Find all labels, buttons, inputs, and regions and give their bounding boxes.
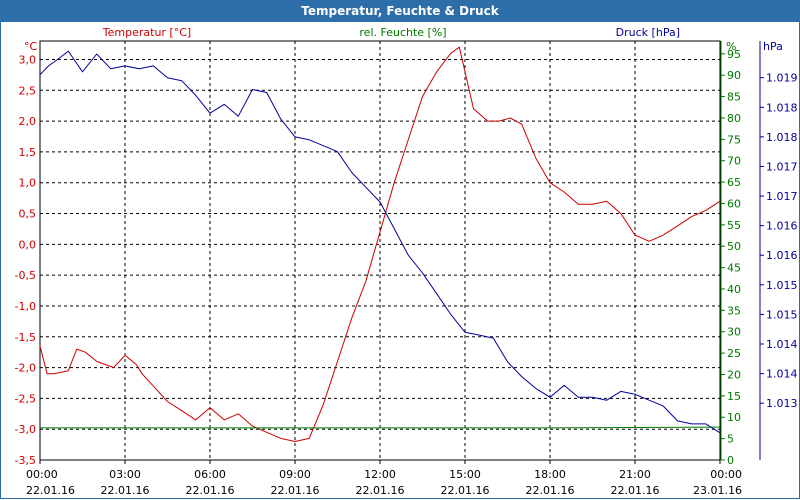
x-tick-time: 15:00 [449,468,481,481]
pressure-tick-label: 1.016 [766,249,798,262]
x-tick-time: 00:00 [26,468,58,481]
pressure-tick-label: 1.014 [766,368,798,381]
x-tick-time: 09:00 [279,468,311,481]
humidity-tick-label: 85 [727,91,741,104]
humidity-tick-label: 25 [727,347,741,360]
temperature-tick-label: 1,0 [19,177,37,190]
temperature-tick-label: 2,0 [19,115,37,128]
x-tick-time: 06:00 [194,468,226,481]
temperature-tick-label: -3,0 [15,423,36,436]
x-tick-date: 22.01.16 [26,484,75,497]
humidity-tick-label: 65 [727,176,741,189]
grid [40,41,720,460]
temperature-axis-label: Temperatur [°C] [102,26,191,39]
pressure-tick-label: 1.017 [766,160,798,173]
pressure-tick-label: 1.016 [766,220,798,233]
x-tick-date: 22.01.16 [441,484,490,497]
pressure-tick-label: 1.018 [766,101,798,114]
x-tick-time: 03:00 [109,468,141,481]
x-tick-date: 22.01.16 [356,484,405,497]
x-axis: 00:00 22.01.16 03:00 22.01.16 06:00 22.01.16 0… [26,460,742,497]
humidity-tick-label: 15 [727,390,741,403]
temperature-tick-label: -2,5 [15,392,36,405]
humidity-tick-label: 95 [727,48,741,61]
humidity-tick-label: 70 [727,155,741,168]
temperature-axis: 3,0 2,5 2,0 1,5 1,0 0,5 0,0 -0,5 -1,0 -1,5 -2,0 -2,… [15,53,36,467]
window-title: Temperatur, Feuchte & Druck [0,0,800,22]
x-tick-time: 00:00 [710,468,742,481]
x-tick-date: 22.01.16 [186,484,235,497]
humidity-tick-label: 30 [727,326,741,339]
humidity-axis-label: rel. Feuchte [%] [359,26,446,39]
humidity-tick-label: 55 [727,219,741,232]
pressure-axis: 1.019 1.018 1.018 1.017 1.017 1.016 1.016 1.015… [759,41,798,460]
humidity-tick-label: 90 [727,69,741,82]
temperature-tick-label: 0,5 [19,208,37,221]
humidity-tick-label: 75 [727,133,741,146]
x-tick-date: 22.01.16 [611,484,660,497]
pressure-tick-label: 1.013 [766,397,798,410]
temperature-tick-label: -3,5 [15,454,36,467]
x-tick-time: 12:00 [364,468,396,481]
x-tick-date: 22.01.16 [271,484,320,497]
temperature-tick-label: -0,5 [15,269,36,282]
pressure-tick-label: 1.015 [766,279,798,292]
humidity-tick-label: 50 [727,240,741,253]
x-tick-date: 22.01.16 [101,484,150,497]
temperature-tick-label: 0,0 [19,238,37,251]
humidity-line [40,426,721,429]
pressure-unit: hPa [763,40,783,53]
humidity-tick-label: 5 [727,433,734,446]
humidity-tick-label: 45 [727,262,741,275]
pressure-tick-label: 1.018 [766,131,798,144]
temperature-line [39,46,721,442]
temperature-tick-label: 2,5 [19,84,37,97]
humidity-tick-label: 80 [727,112,741,125]
temperature-tick-label: 1,5 [19,146,37,159]
temperature-tick-label: -1,5 [15,331,36,344]
pressure-tick-label: 1.017 [766,190,798,203]
humidity-tick-label: 10 [727,411,741,424]
temperature-unit: °C [24,40,38,53]
humidity-tick-label: 20 [727,368,741,381]
pressure-tick-label: 1.015 [766,308,798,321]
humidity-tick-label: 40 [727,283,741,296]
x-tick-date: 22.01.16 [526,484,575,497]
humidity-tick-label: 60 [727,197,741,210]
x-tick-time: 18:00 [534,468,566,481]
temperature-tick-label: -1,0 [15,300,36,313]
pressure-axis-label: Druck [hPa] [616,26,680,39]
x-tick-time: 21:00 [619,468,651,481]
humidity-tick-label: 0 [727,454,734,467]
humidity-unit: % [726,40,736,53]
temperature-tick-label: -2,0 [15,362,36,375]
temperature-tick-label: 3,0 [19,53,37,66]
pressure-tick-label: 1.014 [766,338,798,351]
x-tick-date: 23.01.16 [693,484,742,497]
humidity-tick-label: 35 [727,304,741,317]
pressure-tick-label: 1.019 [766,72,798,85]
pressure-line [39,50,721,434]
series-group [39,46,721,442]
